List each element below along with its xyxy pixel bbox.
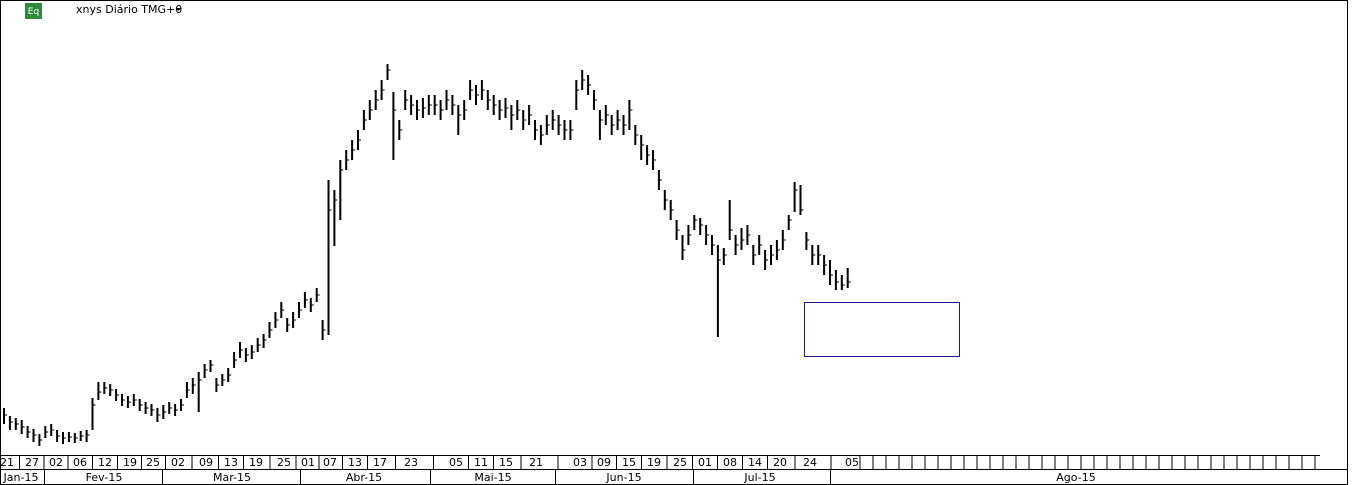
- date-label: 01: [301, 456, 315, 469]
- date-label: 25: [277, 456, 291, 469]
- date-label: 23: [404, 456, 418, 469]
- date-label: 27: [25, 456, 39, 469]
- date-label: 08: [723, 456, 737, 469]
- eq-icon-label[interactable]: Eq: [28, 7, 39, 17]
- date-label: 21: [0, 456, 14, 469]
- date-label: 24: [803, 456, 817, 469]
- selection-box: [804, 302, 960, 357]
- date-label: 13: [224, 456, 238, 469]
- date-label: 13: [348, 456, 362, 469]
- date-label: 05: [845, 456, 859, 469]
- month-label: Mai-15: [474, 471, 511, 484]
- month-label: Abr-15: [346, 471, 382, 484]
- dropdown-arrow[interactable]: [176, 8, 181, 11]
- eq-icon[interactable]: [25, 3, 42, 19]
- date-label: 19: [647, 456, 661, 469]
- month-label: Jan-15: [3, 471, 39, 484]
- date-label: 01: [698, 456, 712, 469]
- month-label: Jun-15: [605, 471, 641, 484]
- date-label: 06: [73, 456, 87, 469]
- month-label: Mar-15: [213, 471, 251, 484]
- date-label: 19: [123, 456, 137, 469]
- date-label: 17: [373, 456, 387, 469]
- date-label: 07: [323, 456, 337, 469]
- date-label: 20: [773, 456, 787, 469]
- date-label: 14: [748, 456, 762, 469]
- date-label: 11: [474, 456, 488, 469]
- date-label: 12: [98, 456, 112, 469]
- month-label: Jul-15: [743, 471, 775, 484]
- month-label: Fev-15: [86, 471, 123, 484]
- date-label: 03: [573, 456, 587, 469]
- date-label: 09: [199, 456, 213, 469]
- chart-title[interactable]: xnys Diário TMG+0: [76, 3, 182, 16]
- date-label: 02: [49, 456, 63, 469]
- date-label: 02: [171, 456, 185, 469]
- date-label: 25: [673, 456, 687, 469]
- date-label: 15: [499, 456, 513, 469]
- date-label: 05: [449, 456, 463, 469]
- date-label: 15: [622, 456, 636, 469]
- date-label: 25: [146, 456, 160, 469]
- month-label: Ago-15: [1056, 471, 1095, 484]
- date-label: 19: [249, 456, 263, 469]
- date-label: 21: [529, 456, 543, 469]
- date-label: 09: [597, 456, 611, 469]
